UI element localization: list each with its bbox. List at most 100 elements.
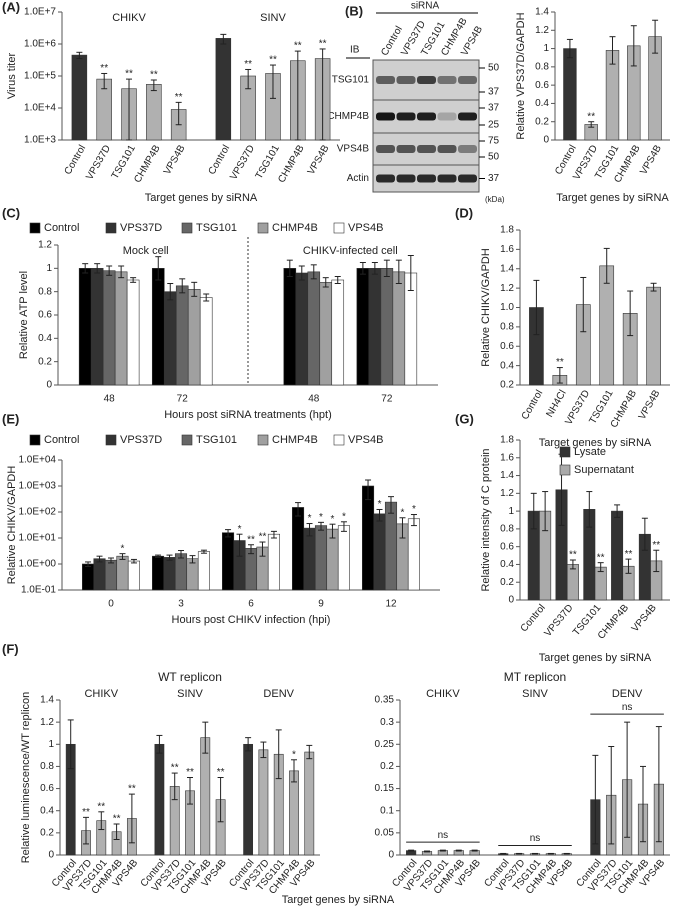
panel-label: (D) [455,205,473,220]
error-bar [319,48,326,141]
x-tick-label: NH4Cl [544,388,568,419]
y-tick-label: 1.4 [500,263,514,274]
bar [314,525,328,591]
y-axis-label: Virus titer [6,53,18,100]
error-bar [248,544,254,555]
bar [295,272,309,386]
legend-swatch [559,464,571,476]
bar [566,564,579,601]
y-tick-label: 0.4 [500,360,514,371]
error-bar [225,529,232,538]
bar [289,770,299,856]
significance: * [121,543,125,554]
bar [102,270,116,386]
bar [175,285,189,386]
row-label: VPS4B [337,144,370,155]
row-label: TSG101 [332,75,370,86]
legend-label: Supernatant [574,464,634,476]
y-tick-label: 0 [388,850,394,861]
x-tick-label: 48 [104,394,116,405]
legend-swatch [333,222,345,234]
x-tick-label: 72 [177,394,189,405]
bar [337,525,351,591]
x-axis-label: Target genes by siRNA [145,192,258,204]
y-tick-label: 0.2 [500,380,514,391]
error-bar [652,19,659,54]
error-bar [530,492,537,530]
y-tick-label: 0.2 [40,827,54,838]
x-axis-label: Hours post CHIKV infection (hpi) [172,614,331,626]
significance: ** [294,41,302,52]
bar [114,271,128,386]
error-bar [101,72,108,90]
y-tick-label: 1.2 [40,717,54,728]
bar [319,282,333,386]
error-bar [118,265,125,279]
significance: ** [244,59,252,70]
panel-label: (B) [345,3,363,18]
bar [244,548,258,591]
y-tick-label: 0.2 [38,356,52,367]
legend-label: VPS4B [348,222,383,234]
error-bar [653,549,660,573]
x-axis-label: Hours post siRNA treatments (hpt) [164,409,332,421]
error-bar [410,514,417,527]
error-bar [395,259,402,284]
error-bar [310,264,317,280]
legend-swatch [333,434,345,446]
chart-title: MT replicon [504,670,566,684]
bar [361,485,375,591]
error-bar [625,558,632,574]
error-bar [269,64,276,99]
error-bar [203,293,210,302]
y-tick-label: 1.0E+02 [18,507,56,518]
bar [307,271,321,386]
x-tick-label: VPS4B [637,388,663,422]
group-label: SINV [177,688,203,700]
error-bar [533,279,540,336]
legend-label: TSG101 [196,434,237,446]
band [396,145,416,153]
panel-label: (C) [2,205,20,220]
band [417,112,436,121]
significance: ** [82,807,90,818]
y-tick-label: 0 [46,380,52,391]
significance: * [238,524,242,535]
legend-swatch [105,434,117,446]
error-bar [650,282,657,292]
y-tick-label: 0.4 [500,559,514,570]
y-tick-label: 0.3 [380,717,394,728]
bar [331,279,345,386]
error-bar [96,555,103,563]
error-bar [630,25,637,67]
legend-label: VPS4B [348,434,383,446]
error-bar [291,759,297,783]
error-bar [175,101,182,126]
band [437,112,457,121]
error-bar [155,256,162,281]
unit-label: (kDa) [485,195,505,204]
group-label: CHIKV [426,688,460,700]
error-bar [608,746,615,845]
significance: * [412,504,416,515]
x-tick-label: 9 [318,599,324,610]
panel-label: (F) [2,641,19,656]
y-tick-label: 0.25 [375,739,395,750]
marker-label: 37 [488,87,500,98]
bar [163,557,176,591]
bracket-label: ns [530,833,541,844]
error-bar [580,276,587,333]
x-tick-label: VPS4B [638,143,664,177]
bracket-label: ns [622,702,633,713]
bar [199,297,213,386]
group-label: Mock cell [123,245,169,257]
y-tick-label: 1.0E+7 [24,7,56,18]
error-bar [388,496,394,514]
error-bar [119,553,126,560]
y-tick-label: 0.8 [500,322,514,333]
error-bar [471,849,478,852]
y-tick-label: 0.8 [38,286,52,297]
row-label: Actin [347,173,369,184]
x-tick-label: 6 [248,599,254,610]
